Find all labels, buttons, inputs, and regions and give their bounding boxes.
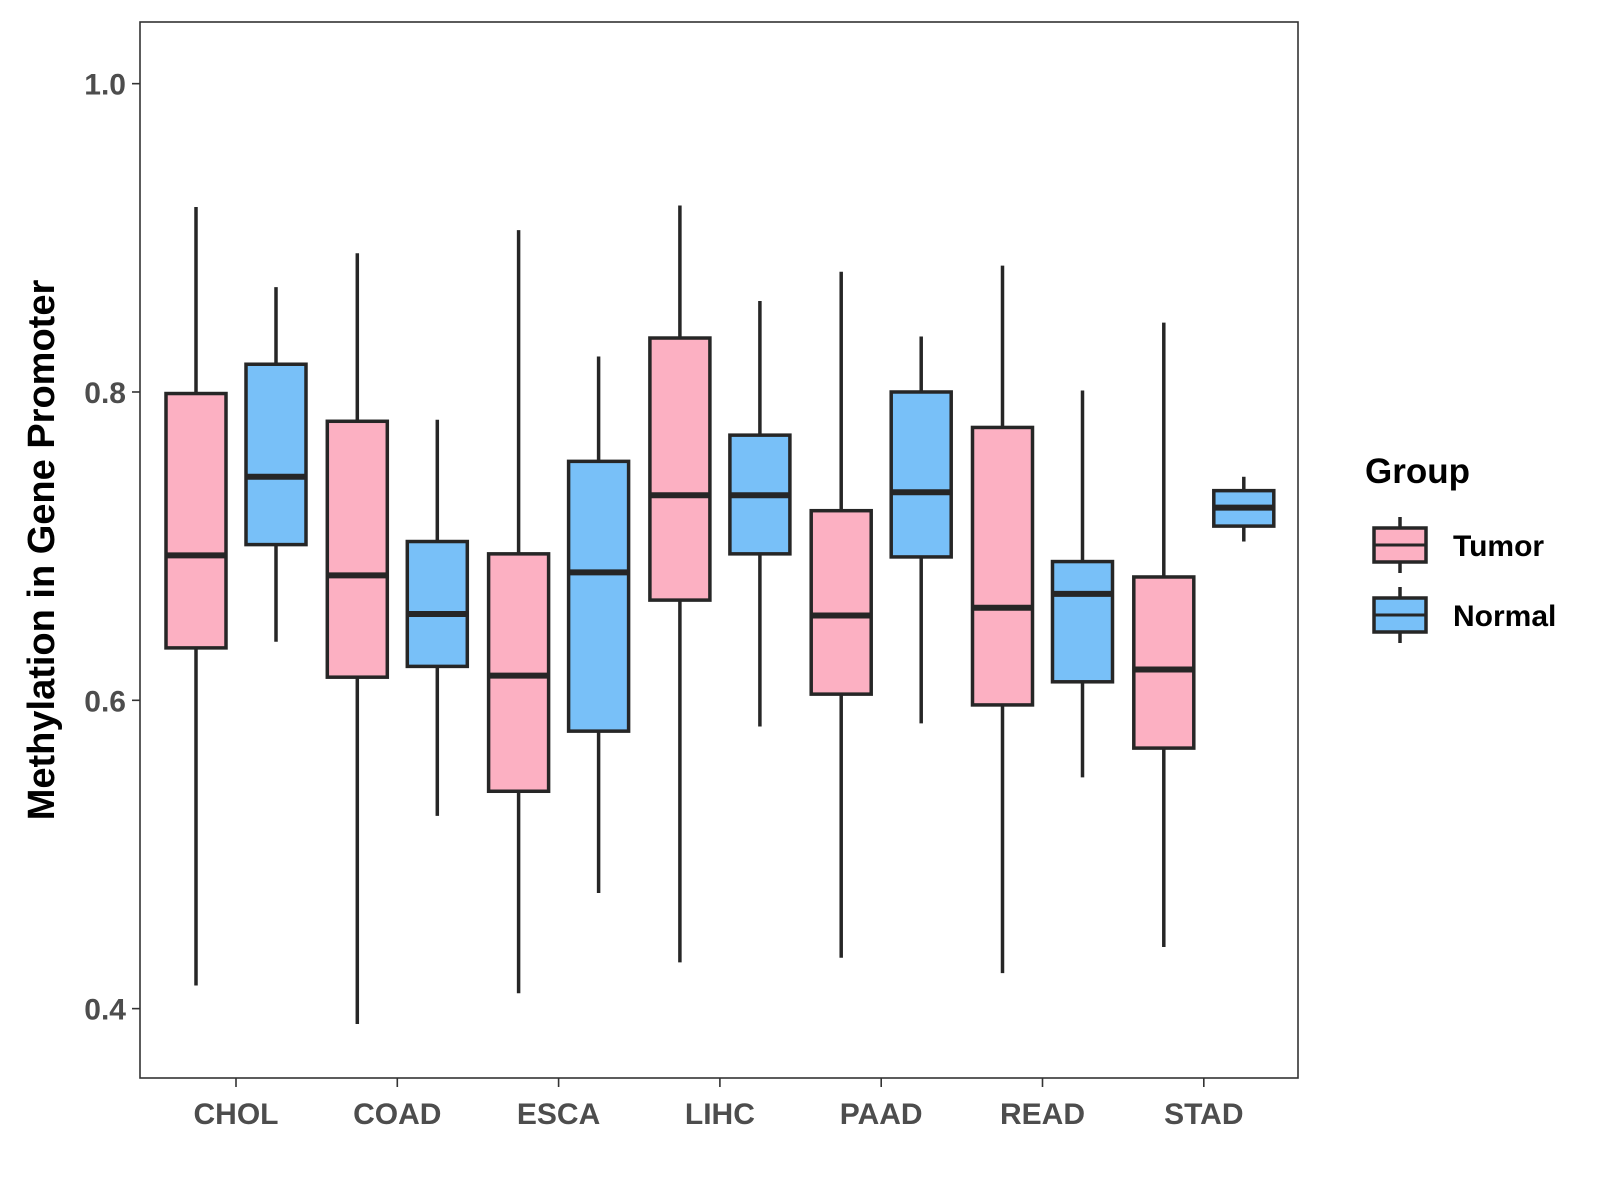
legend: Group Tumor Normal (1365, 452, 1556, 643)
box-tumor-paad (809, 271, 873, 958)
boxes-layer (164, 205, 1276, 1025)
y-axis-title: Methylation in Gene Promoter (21, 280, 63, 821)
iqr-box (405, 539, 470, 669)
iqr-box (809, 508, 873, 696)
iqr-box (648, 336, 712, 602)
box-normal-lihc (728, 301, 792, 727)
box-normal-chol (244, 287, 308, 642)
y-axis: 0.4 0.6 0.8 1.0 (84, 69, 140, 1027)
x-tick-label: COAD (353, 1098, 441, 1131)
box-tumor-lihc (648, 205, 712, 963)
box-normal-coad (405, 419, 470, 816)
iqr-box (325, 419, 390, 679)
y-tick-label: 1.0 (84, 69, 126, 102)
iqr-box (889, 390, 953, 559)
x-tick-label: PAAD (840, 1098, 923, 1131)
iqr-box (1132, 575, 1196, 750)
x-tick-label: STAD (1164, 1098, 1243, 1131)
box-normal-read (1050, 390, 1115, 778)
y-tick-label: 0.6 (84, 685, 126, 718)
x-tick-label: READ (1000, 1098, 1085, 1131)
iqr-box (566, 459, 631, 733)
box-tumor-stad (1132, 322, 1196, 947)
box-normal-paad (889, 336, 953, 724)
box-tumor-esca (486, 230, 551, 994)
plot-background (140, 22, 1298, 1078)
x-tick-label: CHOL (194, 1098, 279, 1131)
iqr-box (1050, 559, 1115, 684)
box-tumor-chol (164, 206, 228, 986)
x-axis: CHOL COAD ESCA LIHC PAAD READ STAD (194, 1078, 1244, 1131)
y-tick-label: 0.8 (84, 377, 126, 410)
box-tumor-coad (325, 253, 390, 1025)
legend-label-tumor: Tumor (1453, 530, 1544, 563)
legend-title: Group (1365, 452, 1470, 491)
iqr-box (970, 425, 1035, 707)
legend-item-tumor: Tumor (1372, 517, 1544, 573)
y-tick-label: 0.4 (84, 994, 126, 1027)
box-normal-esca (566, 356, 631, 894)
legend-label-normal: Normal (1453, 600, 1556, 633)
iqr-box (244, 362, 308, 547)
plot-panel-border (139, 21, 1299, 1079)
box-tumor-read (970, 265, 1035, 974)
x-tick-label: LIHC (685, 1098, 755, 1131)
iqr-box (486, 552, 551, 794)
box-normal-stad (1212, 476, 1276, 542)
x-tick-label: ESCA (517, 1098, 600, 1131)
legend-item-normal: Normal (1372, 587, 1556, 643)
iqr-box (164, 391, 228, 650)
